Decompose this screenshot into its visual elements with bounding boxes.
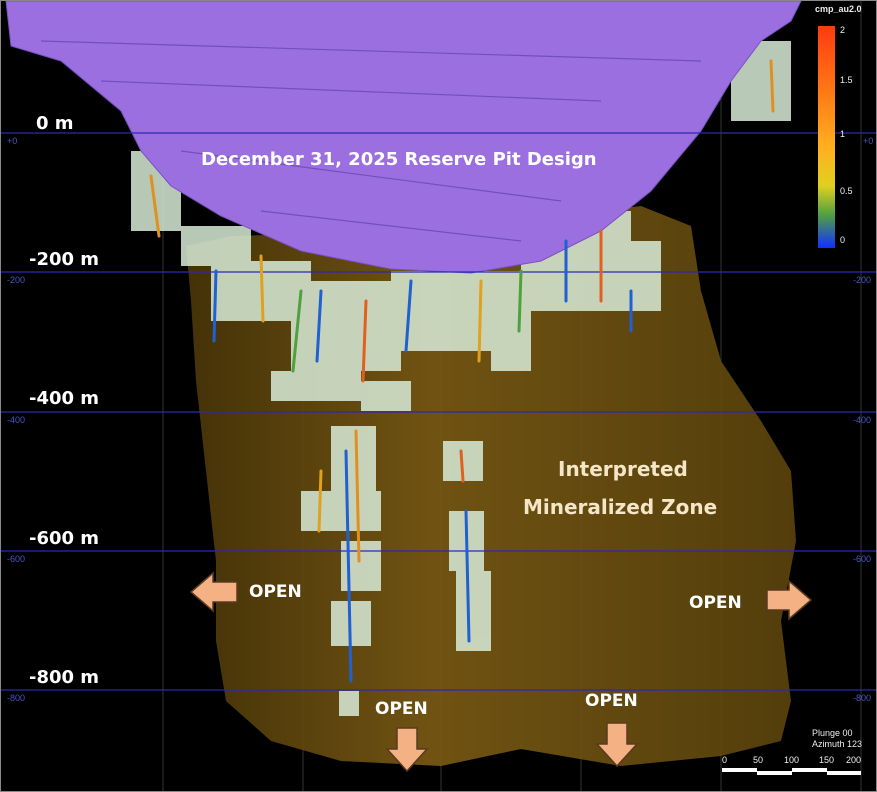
pit-benches — [40, 40, 702, 242]
arrow-left-icon — [189, 571, 238, 613]
elevation-label-200: -200 m — [29, 249, 100, 270]
elevation-label-400: -400 m — [29, 388, 100, 409]
elevation-lines — [1, 132, 876, 691]
open-label-bottom-right: OPEN — [585, 691, 638, 711]
reserve-pit-shell — [5, 1, 802, 274]
legend-colorbar — [818, 26, 835, 248]
elevation-label-600: -600 m — [29, 528, 100, 549]
grid-label-left: -600 — [7, 554, 26, 564]
grid-label-left: -200 — [7, 275, 26, 285]
arrow-down-icon — [385, 727, 429, 773]
elevation-label-800: -800 m — [29, 667, 100, 688]
zone-label-line1: Interpreted — [558, 457, 688, 481]
grid-label-right: -800 — [853, 693, 872, 703]
scale-tick: 0 — [722, 755, 728, 765]
grid-label-right: -200 — [853, 275, 872, 285]
grid-label-left: -400 — [7, 415, 26, 425]
open-arrows — [189, 571, 813, 773]
pit-title: December 31, 2025 Reserve Pit Design — [201, 149, 597, 170]
legend-tick: 1 — [840, 129, 846, 139]
open-label-left: OPEN — [249, 582, 302, 602]
legend-tick: 1.5 — [840, 75, 853, 85]
grid-label-left: +0 — [7, 136, 18, 146]
legend-tick: 0 — [840, 235, 846, 245]
scale-bar — [722, 768, 861, 775]
legend-tick: 0.5 — [840, 186, 853, 196]
elevation-label-0: 0 m — [36, 113, 74, 134]
scale-tick: 200 — [846, 755, 862, 765]
legend-title: cmp_au2.0 — [815, 4, 862, 14]
scale-tick: 100 — [784, 755, 800, 765]
grid-label-left: -800 — [7, 693, 26, 703]
legend-tick: 2 — [840, 25, 846, 35]
plunge-label: Plunge 00 — [812, 728, 853, 738]
scale-tick: 50 — [753, 755, 764, 765]
arrow-right-icon — [766, 579, 813, 621]
azimuth-label: Azimuth 123 — [812, 739, 863, 749]
open-label-bottom-left: OPEN — [375, 699, 428, 719]
grid-label-right: +0 — [863, 136, 874, 146]
zone-label-line2: Mineralized Zone — [523, 495, 718, 519]
grid-label-right: -400 — [853, 415, 872, 425]
arrow-down-icon — [595, 722, 639, 768]
grid-label-right: -600 — [853, 554, 872, 564]
scale-tick: 150 — [819, 755, 835, 765]
open-label-right: OPEN — [689, 593, 742, 613]
drillholes — [149, 59, 775, 683]
